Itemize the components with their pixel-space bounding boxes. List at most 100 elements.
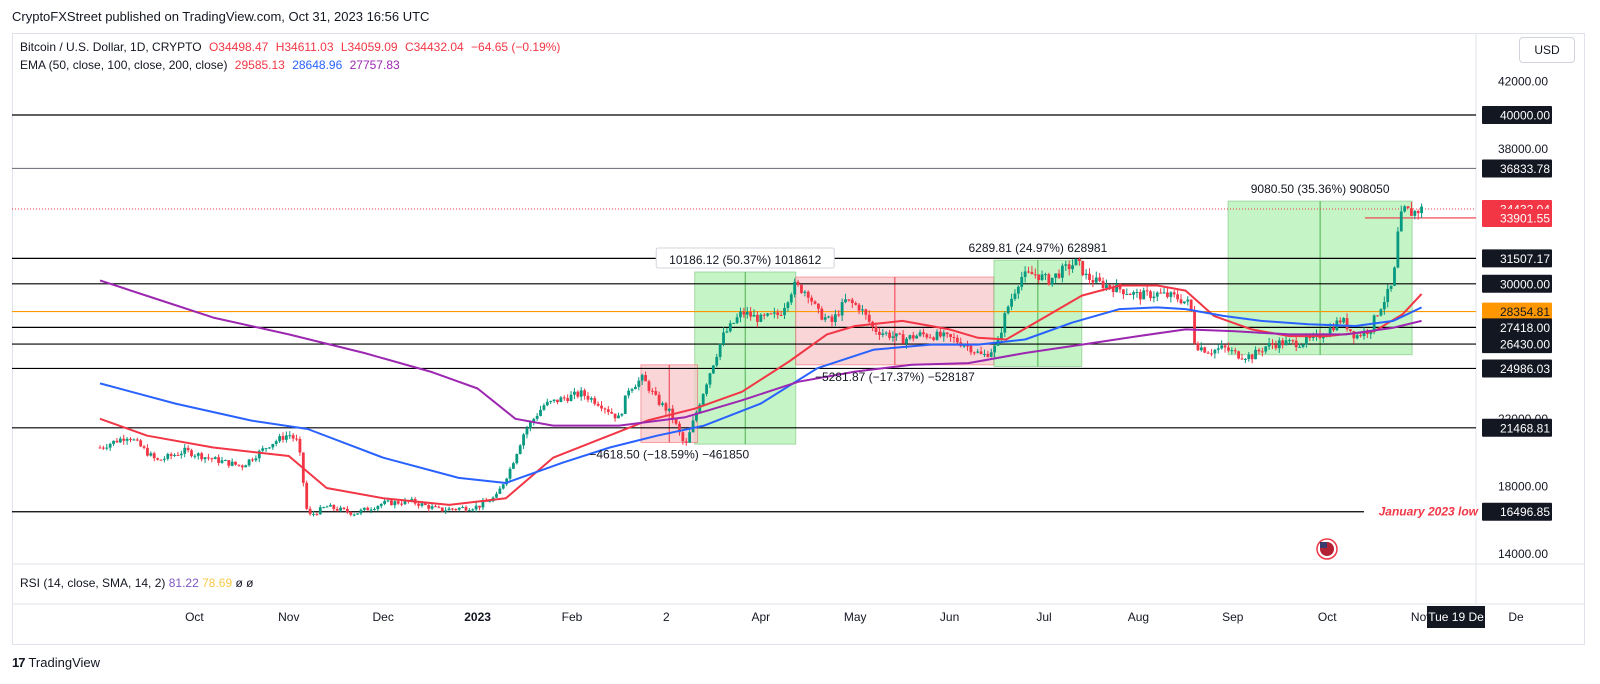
candle-body-242: [918, 332, 922, 336]
candle-body-127: [528, 421, 532, 429]
candle-body-192: [749, 312, 753, 317]
candle-body-293: [1091, 280, 1095, 283]
candle-body-195: [759, 314, 763, 322]
y-tick-22000: 22000.00: [1498, 412, 1548, 426]
rsi-legend: RSI (14, close, SMA, 14, 2) 81.22 78.69 …: [20, 576, 254, 590]
tradingview-footer[interactable]: 17 TradingView: [12, 655, 100, 670]
candle-body-343: [1260, 351, 1264, 353]
candle-body-80: [369, 509, 373, 511]
chart-frame: [12, 33, 1585, 645]
price-axis: 40000.0036833.7834432.0433901.5531507.17…: [1482, 74, 1552, 561]
candle-body-337: [1240, 358, 1244, 360]
candle-body-76: [356, 513, 359, 515]
candle-body-2: [105, 447, 109, 449]
candle-body-56: [288, 435, 292, 437]
candle-body-328: [1210, 353, 1213, 355]
candle-body-202: [783, 307, 786, 316]
candle-body-96: [423, 503, 427, 506]
candle-body-218: [837, 314, 841, 316]
candle-body-148: [600, 405, 603, 409]
candle-body-120: [505, 478, 509, 485]
candle-body-7: [122, 438, 126, 441]
candle-body-247: [935, 331, 939, 340]
candle-body-198: [769, 313, 773, 315]
candle-body-170: [674, 418, 678, 424]
candle-body-51: [271, 443, 275, 448]
candle-body-203: [786, 302, 790, 308]
candle-body-249: [942, 332, 946, 337]
candle-body-124: [518, 445, 522, 455]
measure-label-bg-0: [655, 247, 835, 269]
candle-body-153: [617, 415, 620, 419]
candle-body-212: [817, 303, 820, 309]
candle-body-236: [898, 333, 902, 335]
candle-body-40: [234, 461, 237, 465]
candle-body-209: [806, 291, 810, 298]
candle-body-69: [332, 504, 336, 509]
rsi-sma-value: 78.69: [202, 576, 233, 590]
candle-body-159: [637, 380, 641, 387]
candle-body-183: [718, 344, 722, 357]
candle-body-175: [691, 420, 695, 433]
candle-body-386: [1406, 206, 1410, 209]
candle-body-137: [562, 397, 566, 399]
price-badge-bg-30000.00: [1482, 274, 1552, 293]
y-tick-38000: 38000.00: [1498, 142, 1548, 156]
candle-body-222: [850, 299, 854, 304]
candle-body-121: [508, 468, 512, 479]
candle-body-57: [291, 435, 295, 439]
candle-body-23: [176, 454, 180, 456]
x-tick-4: Feb: [562, 610, 583, 624]
candle-body-341: [1254, 349, 1257, 360]
x-tick-3: 2023: [464, 610, 491, 624]
candle-body-336: [1237, 351, 1241, 359]
candle-body-99: [434, 506, 437, 508]
candle-body-149: [603, 408, 607, 410]
candle-body-356: [1304, 336, 1308, 345]
candle-body-1: [101, 447, 105, 449]
x-tick-9: Jul: [1036, 610, 1051, 624]
candle-body-162: [647, 381, 651, 391]
x-tick-1: Nov: [278, 610, 299, 624]
candle-body-219: [840, 302, 844, 316]
x-tick-10: Aug: [1128, 610, 1149, 624]
candle-body-101: [440, 507, 444, 512]
candle-body-62: [308, 508, 312, 515]
candle-body-190: [742, 311, 746, 315]
candle-body-151: [610, 412, 614, 414]
candle-body-63: [312, 513, 315, 515]
candle-body-90: [403, 500, 407, 505]
candle-body-243: [922, 332, 925, 335]
candle-body-138: [566, 398, 570, 402]
us-flag-event-icon[interactable]: [1316, 538, 1338, 560]
candle-body-87: [393, 501, 397, 506]
candle-body-61: [305, 482, 309, 509]
candle-body-179: [705, 384, 708, 394]
close-value: C34432.04: [404, 40, 464, 54]
candle-body-388: [1413, 210, 1417, 216]
candle-body-330: [1216, 348, 1220, 350]
candle-body-361: [1321, 336, 1325, 339]
candle-body-111: [474, 505, 478, 510]
january-low-annotation: January 2023 low: [1379, 505, 1479, 519]
currency-button[interactable]: USD: [1519, 37, 1575, 63]
candle-body-95: [420, 503, 424, 506]
price-badge-31507.17: 31507.17: [1500, 252, 1550, 266]
candle-body-353: [1294, 340, 1298, 348]
candle-body-214: [823, 317, 827, 320]
series-ema-100: [99, 306, 1423, 484]
candle-body-239: [908, 335, 912, 339]
candle-body-275: [1030, 271, 1034, 275]
y-tick-18000: 18000.00: [1498, 479, 1548, 493]
price-badge-33901.55: 33901.55: [1500, 211, 1550, 225]
y-tick-42000: 42000.00: [1498, 74, 1548, 88]
flag-canton: [1320, 542, 1327, 548]
candle-body-196: [762, 314, 766, 316]
candle-body-338: [1243, 359, 1247, 361]
candle-body-174: [688, 432, 692, 443]
candle-body-326: [1203, 347, 1207, 353]
rsi-extra-1: ø: [235, 576, 243, 590]
candle-body-324: [1196, 343, 1200, 351]
candle-body-282: [1054, 273, 1058, 278]
